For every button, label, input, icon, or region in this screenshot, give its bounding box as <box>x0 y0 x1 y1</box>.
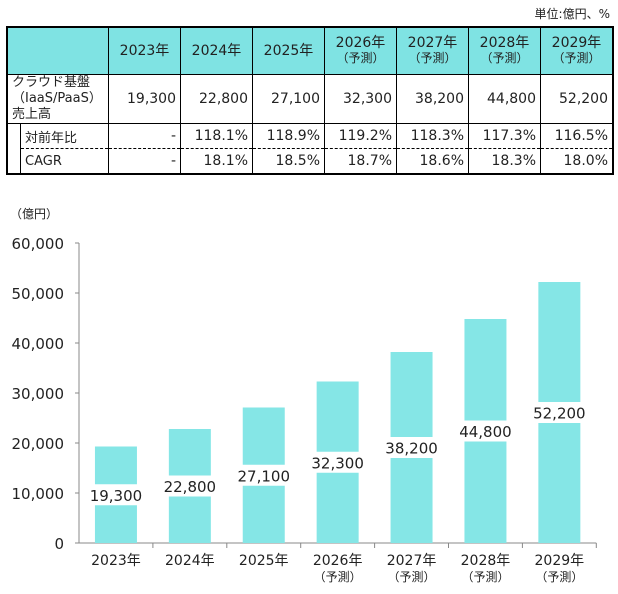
year-header: 2029年 （予測） <box>540 26 614 75</box>
x-tick-sublabel: （予測） <box>461 570 509 584</box>
yoy-cell: 116.5% <box>540 123 614 149</box>
x-tick-label: 2025年 <box>239 553 289 569</box>
year-header: 2027年 （予測） <box>396 26 469 75</box>
yoy-cell: 117.3% <box>468 123 541 149</box>
x-tick-sublabel: （予測） <box>535 570 583 584</box>
sales-cell: 38,200 <box>396 74 469 124</box>
y-tick-label: 60,000 <box>12 235 65 253</box>
yoy-cell: - <box>108 123 181 149</box>
y-tick-label: 20,000 <box>12 435 65 453</box>
x-tick-label: 2024年 <box>165 553 215 569</box>
data-label: 22,800 <box>164 478 217 496</box>
bar-label-gap <box>389 437 434 458</box>
sales-cell: 19,300 <box>108 74 181 124</box>
cagr-cell: 18.7% <box>324 148 397 175</box>
sales-table: 2023年 2024年 2025年 2026年 （予測） 2027年 （予測） 2028年 （予… <box>6 26 614 175</box>
data-label: 32,300 <box>311 454 364 472</box>
year-header: 2026年 （予測） <box>324 26 397 75</box>
cagr-cell: - <box>108 148 181 175</box>
bar-chart: （億円） 0 10,000 20,000 30,000 40,000 50,000 60,00… <box>10 207 597 584</box>
x-tick-label: 2023年 <box>91 553 141 569</box>
yoy-cell: 118.1% <box>180 123 253 149</box>
y-tick-label: 0 <box>54 535 64 553</box>
row-label-sales: クラウド基盤 （IaaS/PaaS） 売上高 <box>6 74 109 124</box>
x-tick-label: 2028年 <box>461 553 511 569</box>
yoy-cell: 118.3% <box>396 123 469 149</box>
sales-cell: 32,300 <box>324 74 397 124</box>
year-header: 2024年 <box>180 26 253 75</box>
data-label: 27,100 <box>238 467 291 485</box>
data-label: 44,800 <box>459 423 512 441</box>
year-header: 2023年 <box>108 26 181 75</box>
yoy-cell: 119.2% <box>324 123 397 149</box>
bar-label-gap <box>167 475 212 497</box>
cagr-cell: 18.6% <box>396 148 469 175</box>
header-corner <box>6 26 109 75</box>
x-tick-sublabel: （予測） <box>388 570 436 584</box>
x-tick-sublabel: （予測） <box>314 570 362 584</box>
sales-cell: 22,800 <box>180 74 253 124</box>
y-axis-label: （億円） <box>10 207 58 221</box>
year-header: 2025年 <box>252 26 325 75</box>
row-label-yoy: 対前年比 <box>20 123 109 149</box>
sales-cell: 44,800 <box>468 74 541 124</box>
row-label-cagr: CAGR <box>20 148 109 175</box>
data-label: 52,200 <box>533 405 586 423</box>
y-tick-label: 40,000 <box>12 335 65 353</box>
y-tick-label: 10,000 <box>12 485 65 503</box>
data-label: 38,200 <box>385 440 438 458</box>
cagr-cell: 18.5% <box>252 148 325 175</box>
bar-label-gap <box>537 402 582 423</box>
sales-cell: 27,100 <box>252 74 325 124</box>
x-tick-label: 2029年 <box>535 553 585 569</box>
year-header: 2028年 （予測） <box>468 26 541 75</box>
cagr-cell: 18.0% <box>540 148 614 175</box>
data-label: 19,300 <box>90 487 143 505</box>
bar-label-gap <box>241 464 286 486</box>
cagr-cell: 18.3% <box>468 148 541 175</box>
unit-label: 単位:億円、% <box>534 7 610 21</box>
bar-label-gap <box>93 484 138 506</box>
sales-cell: 52,200 <box>540 74 614 124</box>
yoy-cell: 118.9% <box>252 123 325 149</box>
bar-label-gap <box>463 420 508 442</box>
x-tick-label: 2026年 <box>313 553 363 569</box>
y-tick-label: 30,000 <box>12 385 65 403</box>
y-tick-label: 50,000 <box>12 285 65 303</box>
cagr-cell: 18.1% <box>180 148 253 175</box>
bar-label-gap <box>315 451 360 473</box>
x-tick-label: 2027年 <box>387 553 437 569</box>
